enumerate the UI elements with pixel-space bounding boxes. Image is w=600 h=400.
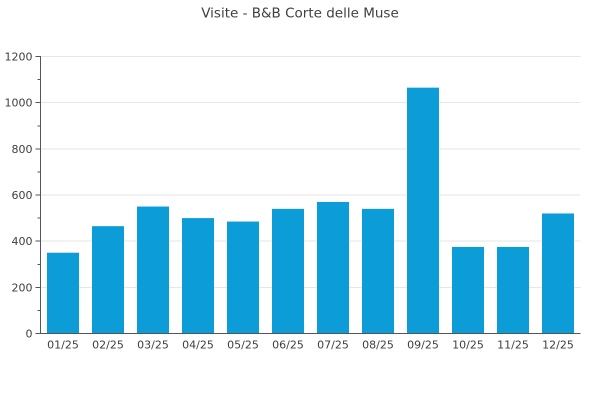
bar-02-25[interactable] (92, 226, 124, 334)
bar-10-25[interactable] (452, 246, 484, 334)
y-axis-label-200: 200 (12, 281, 33, 294)
x-axis-label-04-25: 04/25 (182, 339, 214, 352)
x-axis-label-05-25: 05/25 (227, 339, 259, 352)
x-axis-label-02-25: 02/25 (92, 339, 124, 352)
bar-04-25[interactable] (182, 218, 214, 334)
y-axis-label-0: 0 (26, 328, 33, 341)
x-axis-label-08-25: 08/25 (362, 339, 394, 352)
x-axis-label-12-25: 12/25 (542, 339, 574, 352)
y-gridlines (40, 56, 581, 288)
x-axis-label-09-25: 09/25 (407, 339, 439, 352)
y-axis-ticks (35, 56, 41, 334)
bar-09-25[interactable] (407, 87, 439, 334)
bar-01-25[interactable] (47, 252, 79, 334)
chart-title: Visite - B&B Corte delle Muse (201, 6, 399, 22)
bar-11-25[interactable] (497, 246, 529, 334)
bar-08-25[interactable] (362, 208, 394, 334)
bar-05-25[interactable] (227, 221, 259, 334)
y-axis-label-1000: 1000 (5, 97, 33, 110)
x-axis-label-06-25: 06/25 (272, 339, 304, 352)
bar-06-25[interactable] (272, 208, 304, 334)
x-axis-label-07-25: 07/25 (317, 339, 349, 352)
bar-03-25[interactable] (137, 206, 169, 334)
y-axis-label-800: 800 (12, 143, 33, 156)
x-axis-labels: 01/25 02/25 03/25 04/25 05/25 06/25 07/25 08/25… (47, 339, 574, 352)
y-axis-label-400: 400 (12, 235, 33, 248)
x-axis-label-10-25: 10/25 (452, 339, 484, 352)
x-axis-label-11-25: 11/25 (497, 339, 529, 352)
y-axis-label-600: 600 (12, 189, 33, 202)
bars-group (47, 87, 574, 334)
bar-07-25[interactable] (317, 201, 349, 334)
x-axis-label-03-25: 03/25 (137, 339, 169, 352)
y-axis-label-1200: 1200 (5, 51, 33, 64)
y-axis-labels: 0 200 400 600 800 1000 1200 (5, 51, 33, 341)
x-axis-label-01-25: 01/25 (47, 339, 79, 352)
bar-12-25[interactable] (542, 213, 574, 334)
